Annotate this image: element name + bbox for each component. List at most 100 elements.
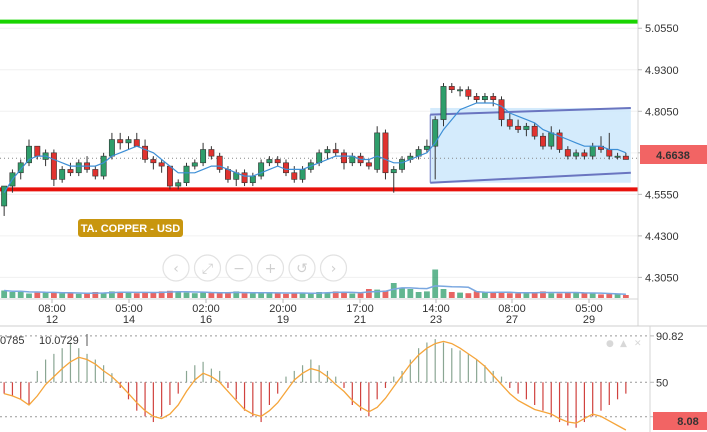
volume-bar [606,293,613,298]
date-tick-label: 14 [123,314,135,326]
candle [515,119,522,133]
candle [125,136,132,150]
price-channel [430,107,631,183]
candle [75,159,82,177]
zoom-fit-icon: ⤢ [202,261,213,277]
candle [175,179,182,190]
candle [332,142,339,157]
time-tick-label: 05:00 [115,303,143,315]
chart-navigation-toolbar: ‹ ⤢ − + ↺ › [162,254,348,282]
date-tick-label: 16 [200,314,212,326]
volume-bar [100,292,107,298]
volume-bar [200,292,206,298]
candle-body [374,132,381,170]
date-tick-label: 19 [277,314,289,326]
volume-bar [589,293,596,298]
candle-body [540,135,546,147]
volume-bar [614,294,621,298]
candle-body [299,169,306,180]
channel-lower-line[interactable] [430,171,631,184]
time-tick-label: 02:00 [192,303,220,315]
candle-body [1,185,8,207]
candle [432,116,439,180]
candle [374,126,381,173]
drop-icon[interactable]: ● [606,339,614,349]
candle-body [258,162,265,177]
volume-bar [490,292,497,298]
candle [573,149,580,160]
arrow-right-button[interactable]: › [319,254,348,282]
candle [473,93,480,103]
volume-bar [622,295,629,298]
price-panel: TA. COPPER - USD ‹ ⤢ − + ↺ › [0,19,638,298]
volume-bar [59,293,66,298]
date-tick-label: 27 [506,314,518,326]
oscillator-signal-line [3,340,627,431]
volume-bar [498,292,505,298]
current-price-badge: 4.6638 [640,145,707,164]
reset-button[interactable]: ↺ [288,254,316,282]
volume-bar [531,292,538,298]
candle-body [506,119,513,127]
candle [490,93,497,107]
candle [581,149,588,160]
volume-bar [167,290,173,298]
candle-body [548,132,555,147]
candle [208,146,215,160]
volume-bar [274,292,281,298]
volume-bar [382,290,389,298]
candle-body [457,89,464,92]
candle-body [208,149,215,157]
candle [481,93,488,103]
candle-body [316,152,323,164]
volume-bar [158,291,165,298]
date-tick-label: 12 [46,314,58,326]
volume-bar [448,292,455,298]
candle-body [473,96,480,100]
candle [498,96,505,127]
candle [324,146,331,160]
candle [457,86,464,97]
candle [59,166,66,183]
candle-body [465,89,472,97]
volume-bar [482,292,488,298]
volume-bar [183,292,190,298]
volume-bar [473,291,480,298]
candle [390,166,397,193]
volume-bar [92,292,99,298]
candle [266,156,273,167]
candle-body [133,139,140,147]
candle-body [556,132,563,150]
candle [523,122,530,137]
candle-body [399,159,405,170]
candle-body [67,169,74,174]
candle-body [283,162,289,174]
volume-bar [1,290,8,298]
volume-bar [34,292,41,298]
candle [117,132,124,150]
arrow-left-button[interactable]: ‹ [162,254,190,282]
volume-bar [424,291,430,298]
candle [622,152,629,160]
close-icon[interactable]: ✕ [634,339,642,349]
channel-upper-line[interactable] [430,106,631,116]
candle-body [490,96,497,100]
zoom-out-button[interactable]: − [225,254,253,282]
candle [365,159,372,170]
volume-bar [67,293,74,298]
zoom-fit-button[interactable]: ⤢ [193,254,222,282]
candle-body [183,165,190,184]
candle [382,129,389,180]
volume-bar [17,291,24,298]
volume-bar [299,293,306,298]
triangle-icon[interactable]: ▲ [620,339,627,349]
volume-bar [50,292,57,298]
candle-body [622,155,629,160]
candle [540,132,546,150]
zoom-in-button[interactable]: + [256,254,285,282]
candle [448,83,455,94]
volume-bar [365,289,372,298]
candle-body [341,152,347,164]
price-tick-label: 4.4300 [645,231,679,243]
volume-bar [556,293,563,298]
